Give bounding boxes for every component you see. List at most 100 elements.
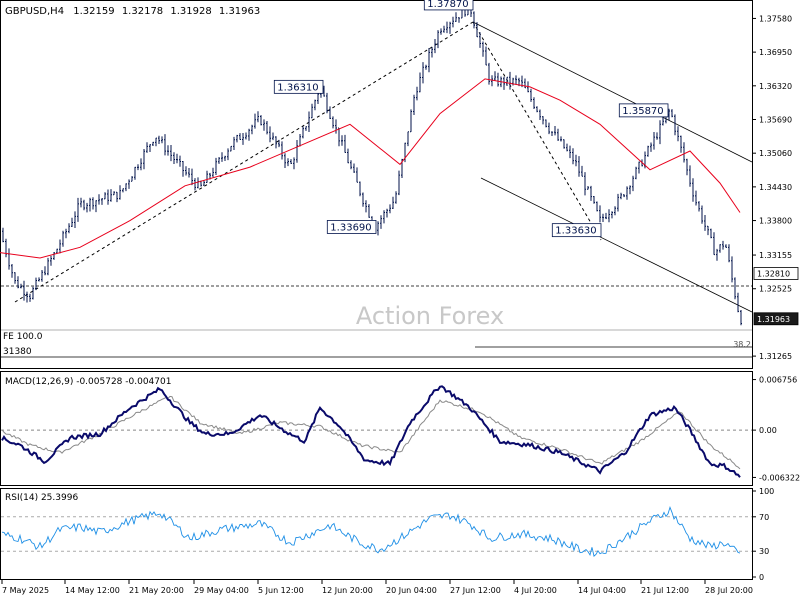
candle-bar (428, 48, 430, 73)
candle-bar (569, 145, 571, 159)
candle-bar (386, 208, 388, 218)
candle-bar (416, 86, 418, 101)
candle-bar (530, 88, 532, 102)
candle-bar (284, 153, 286, 168)
candle-bar (593, 196, 595, 204)
candle-bar (596, 201, 598, 212)
svg-text:1.33690: 1.33690 (330, 222, 371, 233)
time-tick-label: 7 May 2025 (2, 586, 49, 595)
candle-bar (308, 111, 310, 132)
annotation-layer: 1.37870 1.36310 1.33690 1.33630 1.35870 31380… (3, 0, 751, 357)
candle-bar (167, 145, 169, 156)
candle-bar (566, 143, 568, 152)
candle-bar (2, 227, 4, 243)
candle-bar (488, 62, 490, 85)
candle-bar (653, 132, 655, 150)
candle-bar (272, 132, 274, 141)
candle-bar (71, 217, 73, 227)
time-tick-label: 12 Jun 20:00 (322, 586, 373, 595)
price-axis: 1.37580 1.36950 1.36320 1.35690 1.35060 1.344… (752, 14, 799, 361)
time-tick-label: 21 May 20:00 (129, 586, 184, 595)
candle-bar (314, 99, 316, 111)
candle-bar (263, 119, 265, 131)
price-tick-label: 1.35060 (759, 149, 792, 158)
candle-bar (482, 41, 484, 57)
candle-bar (224, 155, 226, 161)
candle-bar (74, 211, 76, 228)
candle-bar (311, 103, 313, 119)
candle-bar (728, 244, 730, 263)
candle-bar (647, 145, 649, 157)
candle-bar (212, 167, 214, 178)
candle-bar (602, 213, 604, 222)
swing-price-label: 1.33630 (551, 223, 602, 238)
candle-bar (674, 114, 676, 136)
candle-bar (335, 119, 337, 134)
candle-bar (635, 166, 637, 180)
candle-bar (557, 128, 559, 141)
candle-bar (41, 270, 43, 282)
moving-average-line (0, 78, 741, 259)
candle-bar (563, 139, 565, 149)
candle-bar (215, 157, 217, 175)
candle-bar (161, 136, 163, 144)
candle-bar (77, 197, 79, 222)
candle-bar (716, 248, 718, 261)
channel-upper-line (472, 21, 753, 163)
candle-bar (191, 168, 193, 186)
swing-price-label: 1.36310 (273, 79, 324, 94)
candle-bar (398, 170, 400, 196)
chart-header: GBPUSD,H4 1.32159 1.32178 1.31928 1.3196… (5, 6, 260, 17)
candle-bar (485, 46, 487, 66)
macd-layer: 0.006756 0.00 -0.006322 (1, 376, 800, 482)
candle-bar (599, 205, 601, 223)
candle-bar (419, 72, 421, 93)
candle-bar (707, 225, 709, 236)
candle-bar (83, 199, 85, 211)
watermark-text: Action Forex (356, 302, 504, 330)
candle-bar (536, 106, 538, 113)
candle-bar (632, 175, 634, 192)
svg-text:1.31963: 1.31963 (757, 315, 790, 324)
candle-bar (359, 181, 361, 197)
candle-bar (62, 230, 64, 247)
candle-bar (131, 176, 133, 182)
candle-bar (671, 109, 673, 118)
candle-bar (107, 189, 109, 205)
candle-bar (431, 47, 433, 58)
candle-bar (128, 179, 130, 189)
candle-bar (65, 228, 67, 239)
candle-bar (50, 255, 52, 266)
candle-bar (458, 17, 460, 23)
candle-bar (203, 180, 205, 186)
candle-bar (407, 131, 409, 147)
candle-bar (266, 121, 268, 135)
candle-bar (551, 131, 553, 136)
fibo-label: 38.2 (733, 340, 751, 349)
candle-bar (686, 158, 688, 176)
macd-signal-line (1, 395, 741, 470)
rsi-line (1, 506, 741, 557)
rsi-tick-label: 30 (759, 547, 769, 556)
candle-bar (236, 134, 238, 143)
candle-bar (440, 28, 442, 35)
candle-bar (326, 92, 328, 114)
candle-bar (260, 115, 262, 126)
candle-bar (134, 166, 136, 180)
candle-bar (281, 141, 283, 160)
candle-bar (113, 191, 115, 196)
candle-bar (608, 209, 610, 223)
candle-bar (194, 178, 196, 191)
candle-bar (656, 132, 658, 140)
candle-bar (425, 64, 427, 70)
candle-bar (119, 185, 121, 200)
candle-bar (278, 139, 280, 148)
candle-bar (695, 190, 697, 206)
candle-bar (692, 178, 694, 202)
macd-tick-label: 0.00 (759, 426, 777, 435)
candle-bar (638, 161, 640, 174)
level-label: FE 100.0 (3, 332, 43, 342)
candle-bar (737, 292, 739, 313)
price-tick-label: 1.32525 (759, 285, 792, 294)
candle-bar (680, 135, 682, 153)
